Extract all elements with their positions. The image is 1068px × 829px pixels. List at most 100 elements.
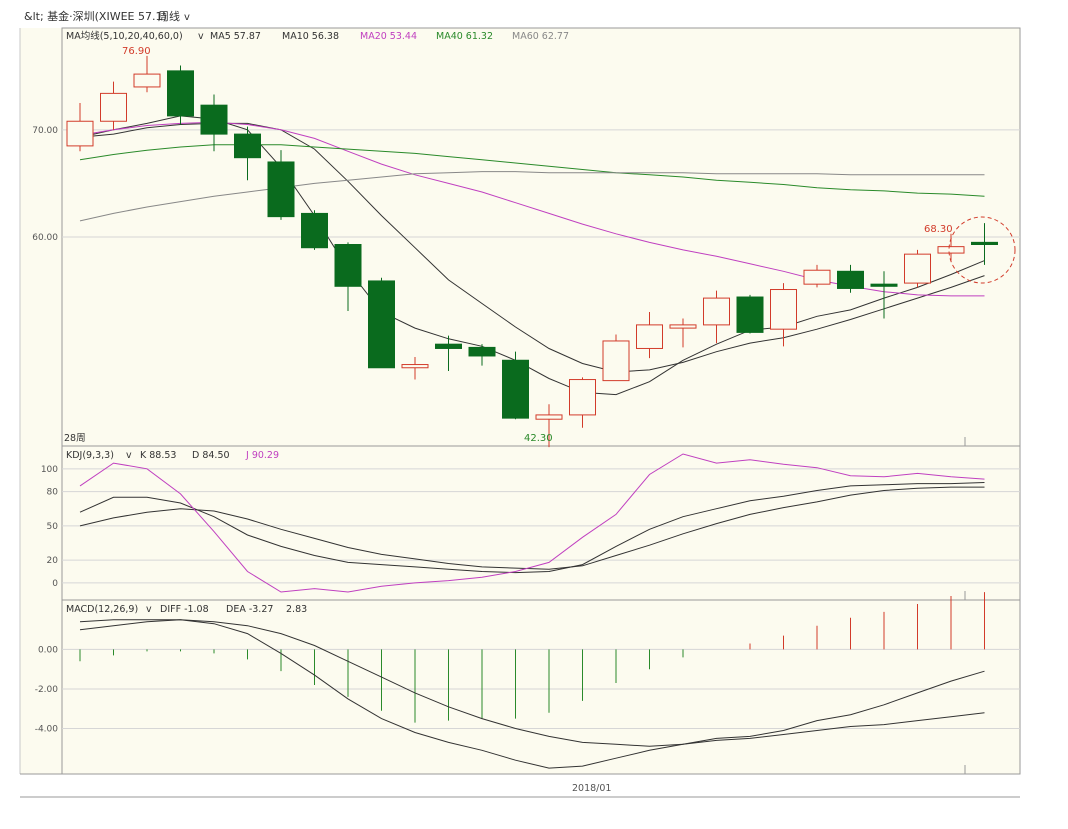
candle xyxy=(502,351,529,420)
main-corner-label: 28周 xyxy=(64,433,86,444)
main-y-tick-label: 60.00 xyxy=(32,233,58,243)
candle-body xyxy=(535,414,563,420)
candle xyxy=(200,94,228,152)
candle xyxy=(870,271,898,319)
candle xyxy=(334,242,362,311)
candle-body xyxy=(569,379,596,416)
candle-body xyxy=(636,324,663,349)
macd-y-tick-label: 0.00 xyxy=(38,645,58,655)
kdj-lines xyxy=(79,453,985,593)
kdj-line-k xyxy=(79,482,985,574)
candle xyxy=(535,404,563,448)
candle-body xyxy=(602,340,630,382)
candle xyxy=(837,264,864,293)
macd-histogram xyxy=(79,592,985,723)
last-price-annotation: 68.30 xyxy=(924,224,953,235)
candle xyxy=(435,335,462,371)
kdj-y-tick-label: 100 xyxy=(41,465,58,475)
candle-body xyxy=(368,280,395,369)
candle xyxy=(669,318,697,348)
ma60-label: MA60 62.77 xyxy=(512,31,569,42)
ma-line-ma60 xyxy=(79,171,985,222)
candle xyxy=(401,357,429,380)
kdj-y-tick-label: 0 xyxy=(52,579,58,589)
candle xyxy=(234,126,261,181)
candle xyxy=(301,210,328,250)
kdj-line-d xyxy=(79,486,985,570)
high-price-annotation: 76.90 xyxy=(122,46,151,57)
candle-body xyxy=(66,120,94,147)
candle xyxy=(133,55,161,93)
kdj-panel-header: KDJ(9,3,3) v K 88.53 D 84.50 J 90.29 xyxy=(66,450,279,461)
candle xyxy=(100,81,127,130)
candle xyxy=(602,334,630,382)
kdj-gridlines: 0 20 50 80 100 xyxy=(41,465,1020,589)
candle xyxy=(368,277,395,369)
macd-dea-label: DEA -3.27 xyxy=(226,604,273,615)
candle xyxy=(468,344,496,366)
macd-lines xyxy=(79,619,985,769)
candle xyxy=(167,65,194,125)
candle xyxy=(971,223,998,265)
candle-body xyxy=(937,246,965,254)
main-panel-header: MA均线(5,10,20,40,60,0) v MA5 57.87 MA10 5… xyxy=(66,30,569,42)
kdj-y-tick-label: 50 xyxy=(47,522,59,532)
candle-body xyxy=(736,296,764,333)
ma40-label: MA40 61.32 xyxy=(436,31,493,42)
kdj-k-label: K 88.53 xyxy=(140,450,176,461)
candle-body xyxy=(502,359,529,419)
macd-indicator-dropdown-icon[interactable]: v xyxy=(146,604,152,615)
period-dropdown-icon[interactable]: v xyxy=(184,12,190,23)
candle-body xyxy=(904,253,931,284)
macd-line-dea xyxy=(79,619,985,747)
candle-body xyxy=(669,324,697,329)
ma-line-ma20 xyxy=(79,121,985,297)
ma-line-ma5 xyxy=(79,115,985,396)
macd-y-tick-label: -4.00 xyxy=(35,725,59,735)
kdj-indicator-name[interactable]: KDJ(9,3,3) xyxy=(66,450,114,461)
candle-body xyxy=(301,212,328,249)
candle-body xyxy=(770,289,797,330)
low-price-annotation: 42.30 xyxy=(524,433,553,444)
main-indicator-dropdown-icon[interactable]: v xyxy=(198,31,204,42)
macd-y-tick-label: -2.00 xyxy=(35,685,59,695)
ma10-label: MA10 56.38 xyxy=(282,31,339,42)
candle xyxy=(703,290,730,344)
macd-value-label: 2.83 xyxy=(286,604,307,615)
candle-body xyxy=(100,92,127,122)
x-axis-date-label: 2018/01 xyxy=(572,783,611,794)
candle-body xyxy=(334,244,362,287)
candle-body xyxy=(971,241,998,246)
candle xyxy=(803,264,831,288)
macd-gridlines: 0.00 -2.00 -4.00 xyxy=(35,645,1020,735)
candle-body xyxy=(234,133,261,159)
candle xyxy=(267,150,295,220)
macd-panel-header: MACD(12,26,9) v DIFF -1.08 DEA -3.27 2.8… xyxy=(66,604,307,615)
ma20-label: MA20 53.44 xyxy=(360,31,417,42)
main-candles xyxy=(66,55,998,448)
candle xyxy=(636,312,663,359)
instrument-title[interactable]: &lt; 基金·深圳(XIWEE 57.1) xyxy=(24,9,167,23)
period-selector[interactable]: 周线 xyxy=(158,9,180,23)
kdj-y-tick-label: 80 xyxy=(47,488,59,498)
candle-body xyxy=(435,343,462,349)
main-moving-averages xyxy=(79,115,985,396)
macd-diff-label: DIFF -1.08 xyxy=(160,604,209,615)
ma-line-ma40 xyxy=(79,144,985,197)
highlight-circle xyxy=(948,216,1016,284)
candle xyxy=(736,294,764,334)
candle-body xyxy=(267,161,295,218)
kdj-d-label: D 84.50 xyxy=(192,450,230,461)
kdj-j-label: J 90.29 xyxy=(245,450,279,461)
main-indicator-name[interactable]: MA均线(5,10,20,40,60,0) xyxy=(66,30,183,42)
candle-body xyxy=(703,297,730,326)
macd-indicator-name[interactable]: MACD(12,26,9) xyxy=(66,604,138,615)
candle-body xyxy=(167,70,194,117)
kdj-y-tick-label: 20 xyxy=(47,556,59,566)
candle-body xyxy=(870,283,898,287)
candle-body xyxy=(133,73,161,88)
macd-line-diff xyxy=(79,619,985,769)
candle xyxy=(66,103,94,152)
kdj-indicator-dropdown-icon[interactable]: v xyxy=(126,450,132,461)
